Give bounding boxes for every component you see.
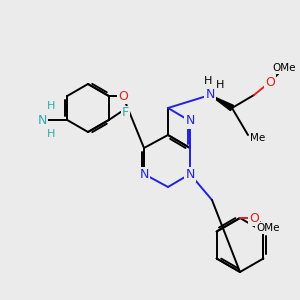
Text: H: H (47, 101, 56, 111)
Text: N: N (205, 88, 215, 101)
Text: H: H (216, 80, 224, 90)
Text: N: N (38, 113, 47, 127)
Text: OMe: OMe (256, 223, 280, 233)
Text: O: O (265, 76, 275, 88)
Polygon shape (210, 95, 233, 111)
Text: N: N (139, 167, 149, 181)
Text: OMe: OMe (272, 63, 296, 73)
Text: F: F (122, 106, 129, 119)
Text: O: O (249, 212, 259, 224)
Text: O: O (118, 89, 128, 103)
Text: N: N (185, 115, 195, 128)
Text: Me: Me (250, 133, 266, 143)
Text: H: H (204, 76, 212, 86)
Text: N: N (185, 167, 195, 181)
Text: H: H (47, 129, 56, 139)
